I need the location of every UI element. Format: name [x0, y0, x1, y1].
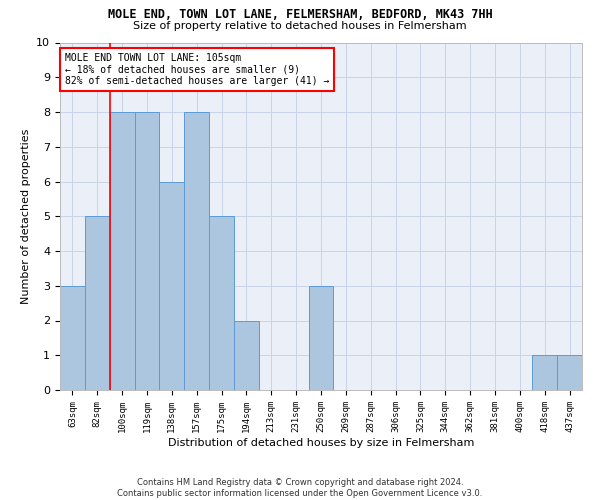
Text: MOLE END TOWN LOT LANE: 105sqm
← 18% of detached houses are smaller (9)
82% of s: MOLE END TOWN LOT LANE: 105sqm ← 18% of … [65, 53, 329, 86]
Text: MOLE END, TOWN LOT LANE, FELMERSHAM, BEDFORD, MK43 7HH: MOLE END, TOWN LOT LANE, FELMERSHAM, BED… [107, 8, 493, 20]
Bar [532, 355, 557, 390]
X-axis label: Distribution of detached houses by size in Felmersham: Distribution of detached houses by size … [168, 438, 474, 448]
Bar [308, 286, 334, 390]
Bar [60, 286, 85, 390]
Bar [557, 355, 582, 390]
Bar [85, 216, 110, 390]
Text: Contains HM Land Registry data © Crown copyright and database right 2024.
Contai: Contains HM Land Registry data © Crown c… [118, 478, 482, 498]
Bar [110, 112, 134, 390]
Bar [134, 112, 160, 390]
Text: Size of property relative to detached houses in Felmersham: Size of property relative to detached ho… [133, 21, 467, 31]
Bar [184, 112, 209, 390]
Bar [209, 216, 234, 390]
Y-axis label: Number of detached properties: Number of detached properties [21, 128, 31, 304]
Bar [234, 320, 259, 390]
Bar [160, 182, 184, 390]
